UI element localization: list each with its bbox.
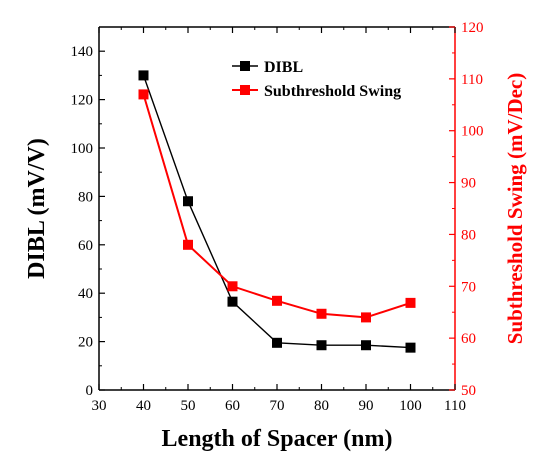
x-tick-label: 70 (270, 398, 285, 414)
left-y-tick-label: 0 (86, 383, 94, 399)
subthreshold-swing-point (361, 312, 371, 323)
right-y-tick-label: 90 (461, 176, 476, 192)
axes: 30 40 50 60 70 80 90 100 110 0 20 40 60 80 100 120 140 50… (71, 20, 484, 414)
right-y-tick-label: 110 (461, 72, 483, 88)
dibl-point (361, 340, 371, 351)
x-tick-label: 40 (136, 398, 151, 414)
legend-dibl-marker (240, 61, 250, 71)
x-tick-label: 60 (225, 398, 240, 414)
right-y-tick-label: 120 (461, 20, 484, 36)
left-y-tick-label: 40 (78, 286, 93, 302)
legend-dibl-label: DIBL (264, 59, 303, 76)
dibl-point (227, 296, 238, 307)
x-tick-label: 100 (399, 398, 422, 414)
x-tick-label: 50 (181, 398, 196, 414)
series-layer (138, 70, 416, 353)
x-tick-label: 90 (359, 398, 374, 414)
right-y-tick-label: 80 (461, 227, 476, 243)
left-y-tick-label: 20 (78, 335, 93, 351)
right-y-tick-label: 50 (461, 383, 476, 399)
left-y-tick-label: 80 (78, 189, 93, 205)
legend: DIBL Subthreshold Swing (232, 59, 401, 100)
left-y-tick-label: 60 (78, 238, 93, 254)
dibl-point (405, 342, 416, 353)
right-y-tick-label: 70 (461, 279, 476, 295)
dibl-point (316, 340, 327, 351)
subthreshold-swing-point (405, 297, 416, 308)
dibl-point (183, 196, 193, 207)
subthreshold-swing-point (316, 308, 327, 319)
x-tick-label: 80 (314, 398, 329, 414)
subthreshold-swing-point (227, 281, 238, 292)
x-tick-label: 110 (444, 398, 466, 414)
legend-subthreshold-swing-marker (240, 85, 250, 95)
right-y-tick-label: 100 (461, 124, 484, 140)
subthreshold-swing-point (272, 295, 282, 306)
right-y-axis-title: Subthreshold Swing (mV/Dec) (503, 73, 527, 344)
right-y-tick-label: 60 (461, 331, 476, 347)
left-y-axis-title: DIBL (mV/V) (24, 138, 50, 279)
x-axis-title: Length of Spacer (nm) (162, 426, 393, 452)
x-tick-label: 30 (92, 398, 107, 414)
dibl-point (138, 70, 149, 81)
dibl-line (142, 75, 411, 349)
subthreshold-swing-point (183, 239, 193, 250)
left-y-tick-label: 120 (71, 93, 94, 109)
subthreshold-swing-point (138, 89, 149, 100)
axis-titles: Length of Spacer (nm) DIBL (mV/V) Subthres… (24, 73, 527, 452)
left-y-tick-label: 100 (71, 141, 94, 157)
left-y-tick-label: 140 (71, 44, 94, 60)
dibl-point (272, 337, 282, 348)
legend-subthreshold-swing-label: Subthreshold Swing (264, 83, 401, 100)
